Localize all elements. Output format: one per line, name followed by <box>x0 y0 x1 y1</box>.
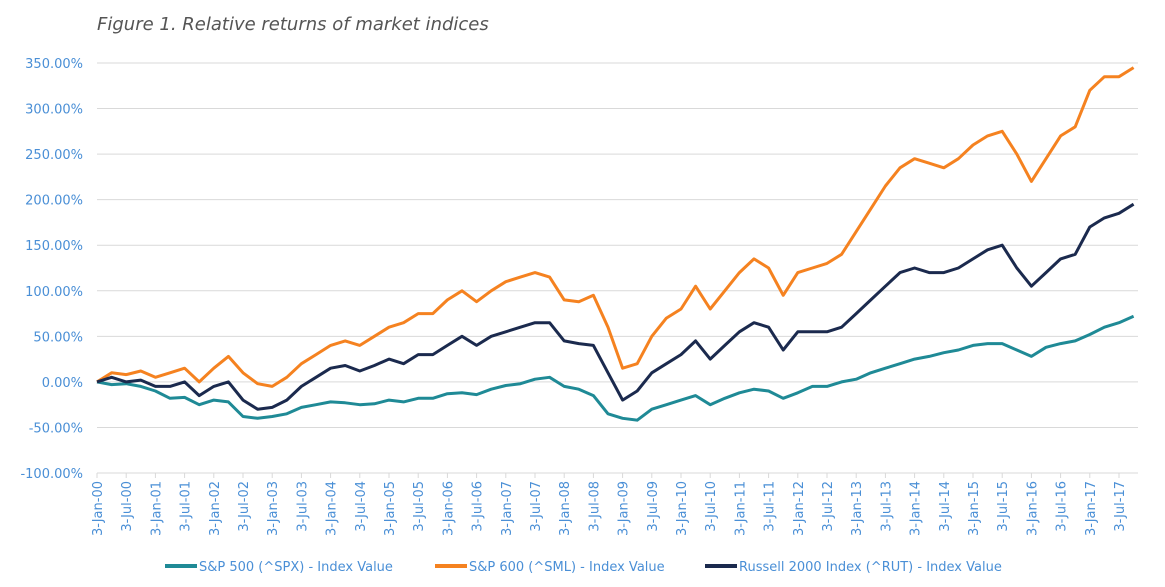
x-tick-label: 3-Jan-12 <box>792 481 807 536</box>
x-tick-label: 3-Jan-14 <box>909 481 924 536</box>
x-tick-label: 3-Jan-10 <box>675 481 690 536</box>
x-tick-label: 3-Jan-07 <box>500 481 515 536</box>
x-tick-label: 3-Jan-02 <box>208 481 223 536</box>
y-tick-label: 50.00% <box>33 330 83 345</box>
x-tick-label: 3-Jul-14 <box>938 481 953 532</box>
x-tick-label: 3-Jan-09 <box>617 481 632 536</box>
x-tick-label: 3-Jul-09 <box>646 481 661 532</box>
x-tick-label: 3-Jul-10 <box>704 481 719 532</box>
x-tick-label: 3-Jul-07 <box>529 481 544 532</box>
x-tick-label: 3-Jan-13 <box>850 481 865 536</box>
x-tick-label: 3-Jul-12 <box>821 481 836 532</box>
chart-title: Figure 1. Relative returns of market ind… <box>97 14 489 35</box>
x-tick-label: 3-Jul-04 <box>354 481 369 532</box>
x-tick-label: 3-Jul-01 <box>179 481 194 532</box>
x-tick-label: 3-Jul-17 <box>1113 481 1128 532</box>
x-tick-label: 3-Jan-04 <box>325 481 340 536</box>
x-tick-label: 3-Jan-00 <box>91 481 106 536</box>
x-tick-label: 3-Jul-00 <box>120 481 135 532</box>
series-line <box>96 314 1135 422</box>
x-tick-label: 3-Jan-11 <box>733 481 748 536</box>
x-tick-label: 3-Jul-05 <box>412 481 427 532</box>
series-line <box>96 202 1135 411</box>
x-tick-label: 3-Jul-02 <box>237 481 252 532</box>
x-tick-label: 3-Jan-17 <box>1084 481 1099 536</box>
x-tick-label: 3-Jul-06 <box>471 481 486 532</box>
x-tick-label: 3-Jul-13 <box>879 481 894 532</box>
x-tick-label: 3-Jul-15 <box>996 481 1011 532</box>
x-tick-label: 3-Jan-08 <box>558 481 573 536</box>
y-tick-label: -50.00% <box>29 421 83 436</box>
legend-label: S&P 600 (^SML) - Index Value <box>469 560 665 575</box>
x-tick-label: 3-Jan-16 <box>1025 481 1040 536</box>
y-tick-label: 350.00% <box>25 57 83 72</box>
legend-label: S&P 500 (^SPX) - Index Value <box>199 560 393 575</box>
x-tick-label: 3-Jan-03 <box>266 481 281 536</box>
x-tick-label: 3-Jan-15 <box>967 481 982 536</box>
y-tick-label: 300.00% <box>25 103 83 118</box>
x-tick-label: 3-Jan-05 <box>383 481 398 536</box>
x-tick-label: 3-Jan-01 <box>149 481 164 536</box>
x-tick-label: 3-Jul-03 <box>295 481 310 532</box>
y-tick-label: 100.00% <box>25 285 83 300</box>
y-tick-label: 200.00% <box>25 194 83 209</box>
x-tick-label: 3-Jan-06 <box>441 481 456 536</box>
x-tick-label: 3-Jul-08 <box>587 481 602 532</box>
y-tick-label: -100.00% <box>20 467 83 482</box>
x-tick-label: 3-Jul-11 <box>763 481 778 532</box>
y-tick-label: 0.00% <box>42 376 83 391</box>
y-tick-label: 150.00% <box>25 239 83 254</box>
legend-label: Russell 2000 Index (^RUT) - Index Value <box>739 560 1002 575</box>
series-line <box>96 66 1135 388</box>
y-tick-label: 250.00% <box>25 148 83 163</box>
x-tick-label: 3-Jul-16 <box>1055 481 1070 532</box>
